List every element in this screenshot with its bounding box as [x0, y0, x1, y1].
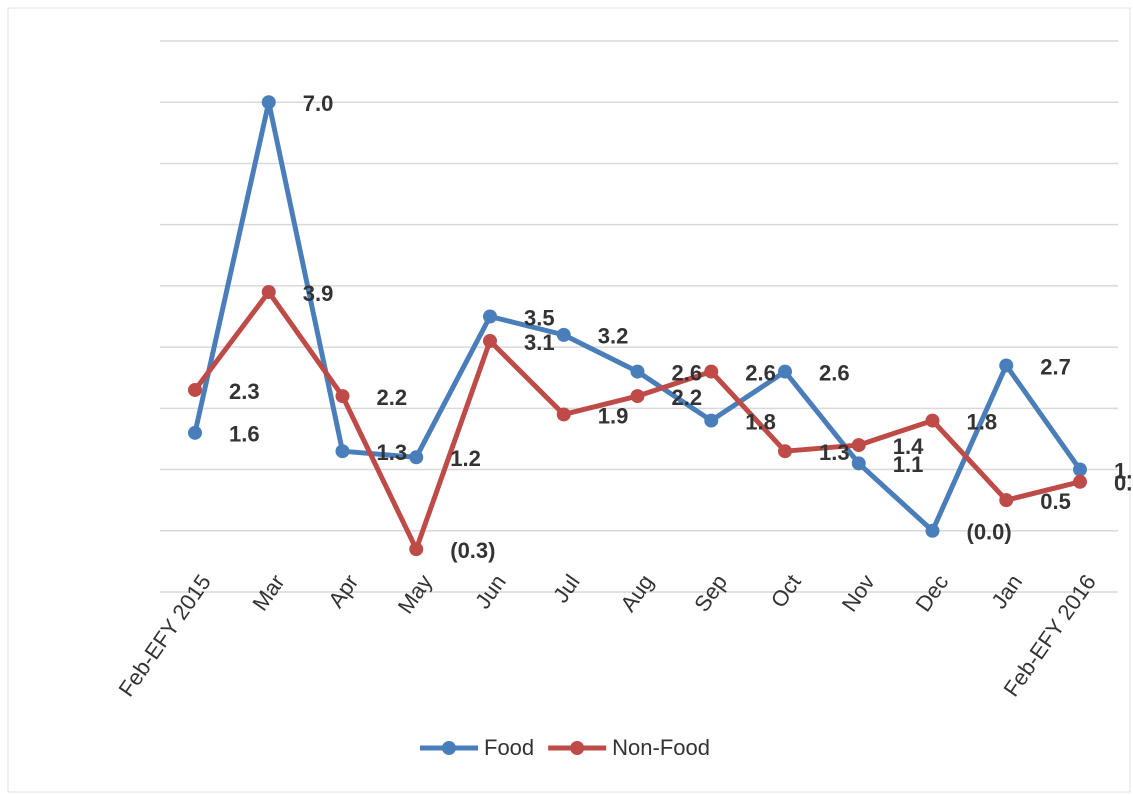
data-point	[261, 95, 276, 110]
data-label: 3.1	[524, 330, 555, 355]
data-point	[556, 327, 571, 342]
data-label: 1.8	[967, 409, 998, 434]
data-label: 2.2	[672, 385, 703, 410]
data-label: 1.8	[745, 409, 776, 434]
data-label: 2.7	[1040, 354, 1071, 379]
data-label: 2.2	[377, 385, 408, 410]
data-point	[188, 382, 202, 397]
data-point	[999, 358, 1014, 373]
data-point	[483, 333, 497, 348]
data-point	[335, 444, 350, 459]
data-label: 1.2	[450, 446, 481, 471]
chart-frame	[7, 7, 1131, 793]
data-point	[851, 456, 866, 471]
data-point	[778, 364, 792, 379]
data-label: 7.0	[303, 91, 334, 116]
data-point	[556, 407, 571, 422]
data-point	[409, 450, 424, 465]
data-point	[630, 364, 645, 379]
data-label: 3.2	[598, 324, 629, 349]
data-point	[999, 493, 1014, 508]
legend-label: Non-Food	[612, 735, 710, 760]
data-label: 2.6	[819, 360, 850, 385]
data-label: 2.6	[672, 360, 703, 385]
data-point	[1073, 474, 1087, 489]
data-label: 2.3	[229, 379, 260, 404]
data-point	[188, 425, 202, 440]
data-label: (0.3)	[450, 538, 495, 563]
data-label: 0.5	[1040, 489, 1071, 514]
data-label: 1.6	[229, 422, 260, 447]
data-label: 1.0	[1114, 458, 1133, 483]
data-point	[704, 413, 719, 428]
legend-label: Food	[484, 735, 534, 760]
data-label: 3.5	[524, 305, 555, 330]
data-label: 0.8	[1114, 471, 1133, 496]
data-point	[261, 285, 276, 300]
data-point	[409, 542, 424, 557]
data-label: 3.9	[303, 281, 334, 306]
legend-marker	[570, 741, 585, 755]
data-label: 1.4	[893, 434, 924, 459]
legend-marker	[442, 741, 456, 755]
data-point	[851, 438, 866, 453]
data-label: 1.1	[893, 452, 924, 477]
data-label: 2.6	[745, 360, 776, 385]
data-point	[630, 389, 645, 404]
data-label: (0.0)	[967, 520, 1012, 545]
data-label: 1.3	[819, 440, 850, 465]
data-point	[1073, 462, 1087, 477]
data-point	[778, 444, 792, 459]
data-point	[925, 523, 940, 538]
data-point	[483, 309, 497, 324]
data-label: 1.9	[598, 403, 629, 428]
data-label: 1.3	[377, 440, 408, 465]
data-point	[335, 389, 350, 404]
data-point	[704, 364, 719, 379]
data-point	[925, 413, 940, 428]
